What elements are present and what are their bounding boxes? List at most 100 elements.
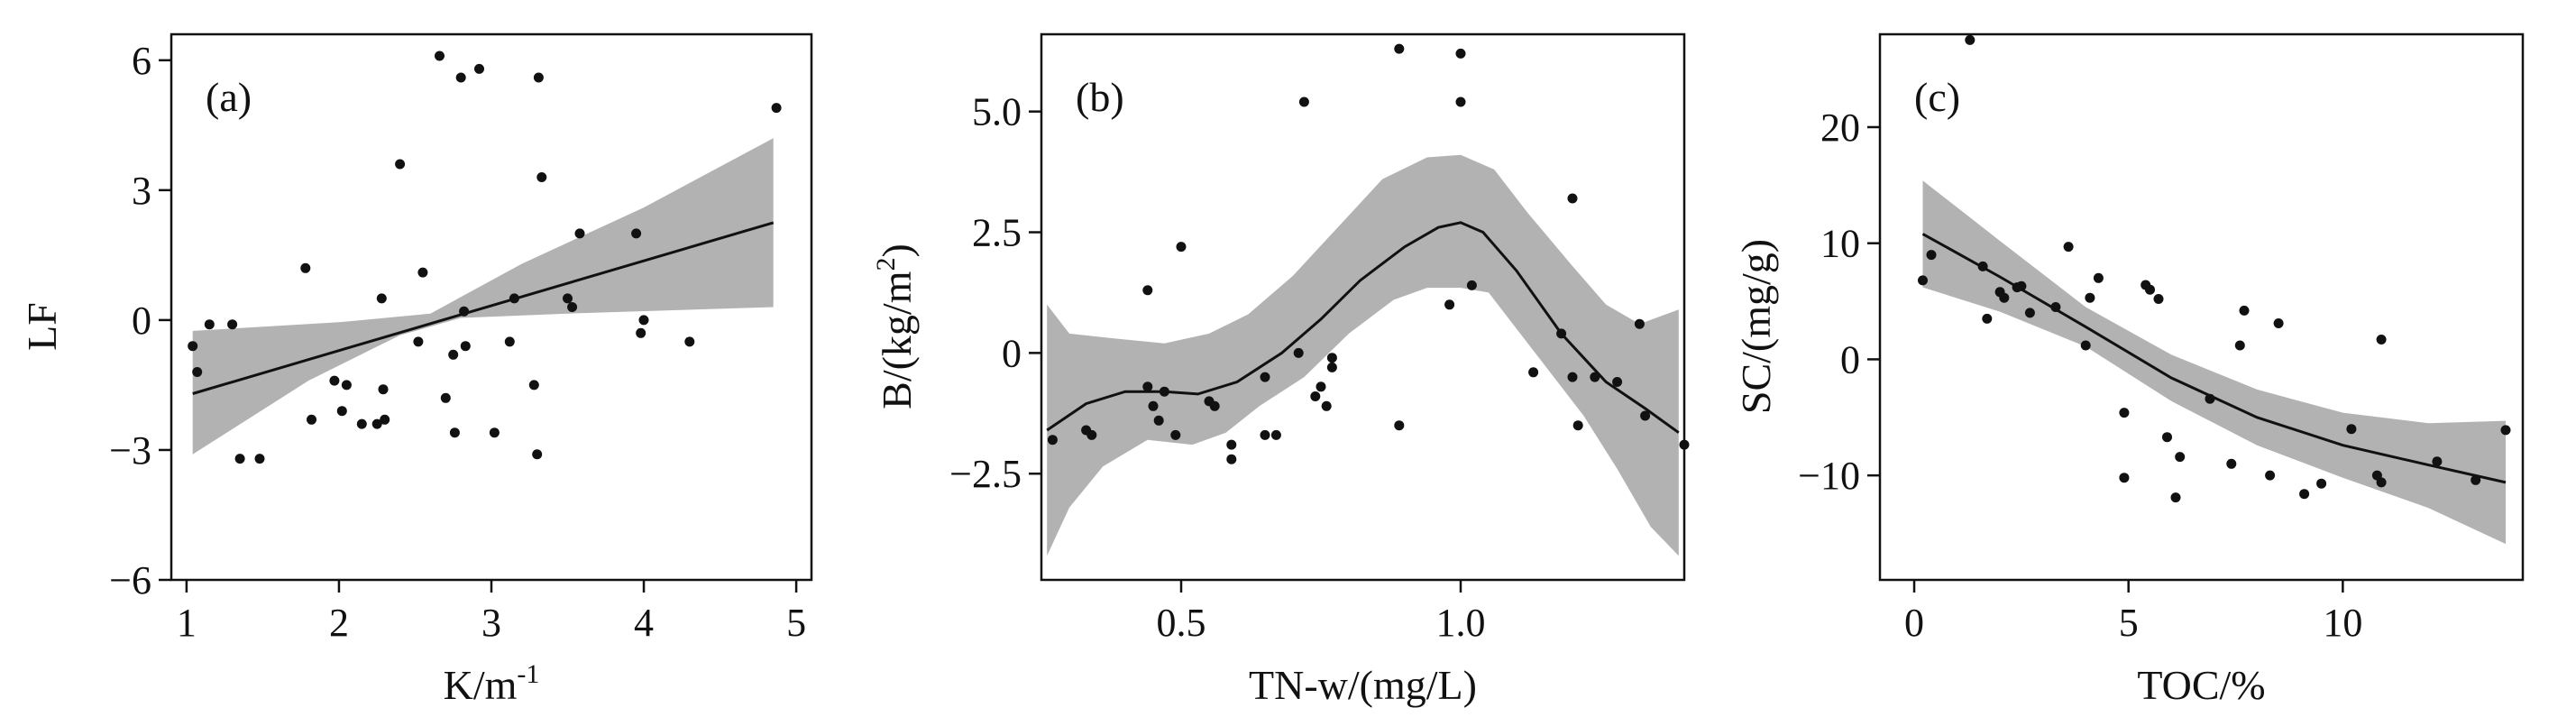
plot-frame <box>1040 32 1686 582</box>
data-point <box>2162 432 2172 443</box>
data-point <box>2500 425 2511 436</box>
data-point <box>2024 308 2035 318</box>
data-point <box>460 341 471 352</box>
data-point <box>2376 335 2387 345</box>
data-point <box>1142 381 1153 392</box>
data-point <box>1209 400 1220 411</box>
x-tick-label: 1.0 <box>1436 601 1486 645</box>
data-point <box>417 267 428 278</box>
data-point <box>771 103 782 114</box>
data-point <box>2050 302 2061 312</box>
data-point <box>2170 492 2181 503</box>
data-point <box>395 159 406 170</box>
data-point <box>234 454 245 464</box>
data-point <box>1047 435 1058 446</box>
panel-label: (a) <box>206 74 252 120</box>
x-axis-label-text: K/m <box>444 662 518 708</box>
data-point <box>300 262 311 273</box>
data-point <box>1455 96 1466 107</box>
data-point <box>2119 473 2130 483</box>
data-point <box>2265 470 2276 481</box>
data-point <box>1455 48 1466 59</box>
data-point <box>474 63 484 74</box>
x-axis-label-text: TOC/% <box>2137 662 2265 708</box>
data-point <box>1918 275 1928 286</box>
data-point <box>1567 372 1578 382</box>
data-point <box>489 427 500 438</box>
data-point <box>1926 250 1937 261</box>
data-point <box>2093 272 2104 283</box>
data-point <box>1634 318 1645 329</box>
data-point <box>684 336 695 347</box>
data-point <box>413 336 424 347</box>
x-tick-label: 1 <box>177 601 197 645</box>
data-point <box>371 418 382 429</box>
data-point <box>574 228 585 239</box>
y-axis-label-tail: ) <box>874 244 920 257</box>
data-point <box>1394 420 1405 431</box>
data-point <box>1572 420 1583 431</box>
confidence-band <box>1922 180 2506 545</box>
data-point <box>336 406 347 417</box>
data-point <box>1394 43 1405 54</box>
data-point <box>1086 429 1097 440</box>
data-point <box>2273 318 2284 328</box>
data-point <box>533 72 544 83</box>
x-tick-label: 4 <box>634 601 654 645</box>
y-tick-label: 0 <box>132 299 151 343</box>
confidence-band <box>1047 154 1679 556</box>
data-point <box>631 228 642 239</box>
x-tick-label: 0 <box>1904 601 1924 645</box>
data-point <box>2471 474 2481 485</box>
data-point <box>341 380 352 391</box>
data-point <box>449 427 460 438</box>
data-point <box>2153 294 2164 304</box>
data-point <box>2299 489 2310 500</box>
data-point <box>1612 377 1623 387</box>
data-point <box>536 172 547 182</box>
x-axis-label: TOC/% <box>2137 662 2265 708</box>
data-point <box>227 319 238 330</box>
data-point <box>204 319 215 330</box>
data-point <box>2063 242 2074 253</box>
y-tick-label: 20 <box>1820 106 1860 150</box>
y-axis-label: B/(kg/m2) <box>871 244 920 409</box>
data-point <box>2119 408 2130 418</box>
y-tick-label: 2.5 <box>972 211 1022 255</box>
data-point <box>2432 456 2443 467</box>
data-point <box>1999 292 2010 303</box>
y-axis-label-text: B/(kg/m <box>874 271 920 409</box>
data-point <box>1153 415 1164 426</box>
x-axis-label-text: TN-w/(mg/L) <box>1249 662 1477 708</box>
data-point <box>254 454 265 464</box>
data-point <box>528 380 539 391</box>
fit-line <box>1046 221 1680 434</box>
data-point <box>532 449 543 460</box>
data-point <box>380 414 390 425</box>
data-point <box>192 367 203 377</box>
panel-label: (c) <box>1914 74 1960 120</box>
data-point <box>1528 367 1539 378</box>
data-point <box>2316 478 2327 489</box>
data-point <box>509 293 519 304</box>
data-point <box>1142 285 1153 296</box>
data-point <box>356 418 367 429</box>
y-axis-label-superscript: 2 <box>871 257 901 271</box>
chart-panel-1: 1 2 3 4 5 −6 −3 0 3 6 (a) K/m-1 LF <box>19 32 813 708</box>
data-point <box>329 375 340 386</box>
data-point <box>1159 386 1169 397</box>
data-point <box>2205 393 2215 404</box>
data-point <box>1640 410 1651 421</box>
data-point <box>1444 299 1455 310</box>
data-point <box>636 327 646 338</box>
data-point <box>448 349 459 360</box>
data-point <box>1316 381 1326 392</box>
data-point <box>2234 340 2245 351</box>
data-point <box>504 336 515 347</box>
panel-label: (b) <box>1076 74 1124 120</box>
x-tick-label: 5 <box>2119 601 2139 645</box>
y-tick-label: 3 <box>132 169 151 213</box>
x-axis-label: K/m-1 <box>444 659 540 708</box>
y-tick-label: 0 <box>1840 337 1860 381</box>
